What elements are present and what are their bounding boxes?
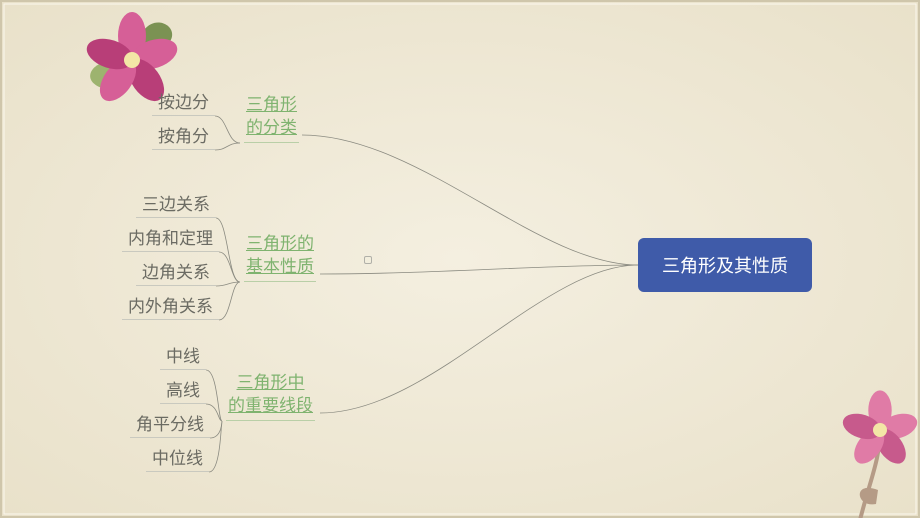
- leaf-by-angle: 按角分: [152, 122, 215, 150]
- leaf-altitude: 高线: [160, 376, 206, 404]
- diagram-canvas: 按边分按角分三边关系内角和定理边角关系内外角关系中线高线角平分线中位线 三角形的分…: [0, 0, 920, 518]
- slide-handle-dot: [364, 256, 372, 264]
- root-node: 三角形及其性质: [638, 238, 812, 292]
- leaf-midseg: 中位线: [146, 444, 209, 472]
- mid-segments: 三角形中的重要线段: [226, 372, 315, 421]
- leaf-anglesum: 内角和定理: [122, 224, 219, 252]
- leaf-inout: 内外角关系: [122, 292, 219, 320]
- mid-classify: 三角形的分类: [244, 94, 299, 143]
- mid-basic: 三角形的基本性质: [244, 233, 316, 282]
- leaf-median: 中线: [160, 342, 206, 370]
- leaf-by-side: 按边分: [152, 88, 215, 116]
- leaf-bisector: 角平分线: [130, 410, 210, 438]
- leaf-sideangle: 边角关系: [136, 258, 216, 286]
- leaf-3side: 三边关系: [136, 190, 216, 218]
